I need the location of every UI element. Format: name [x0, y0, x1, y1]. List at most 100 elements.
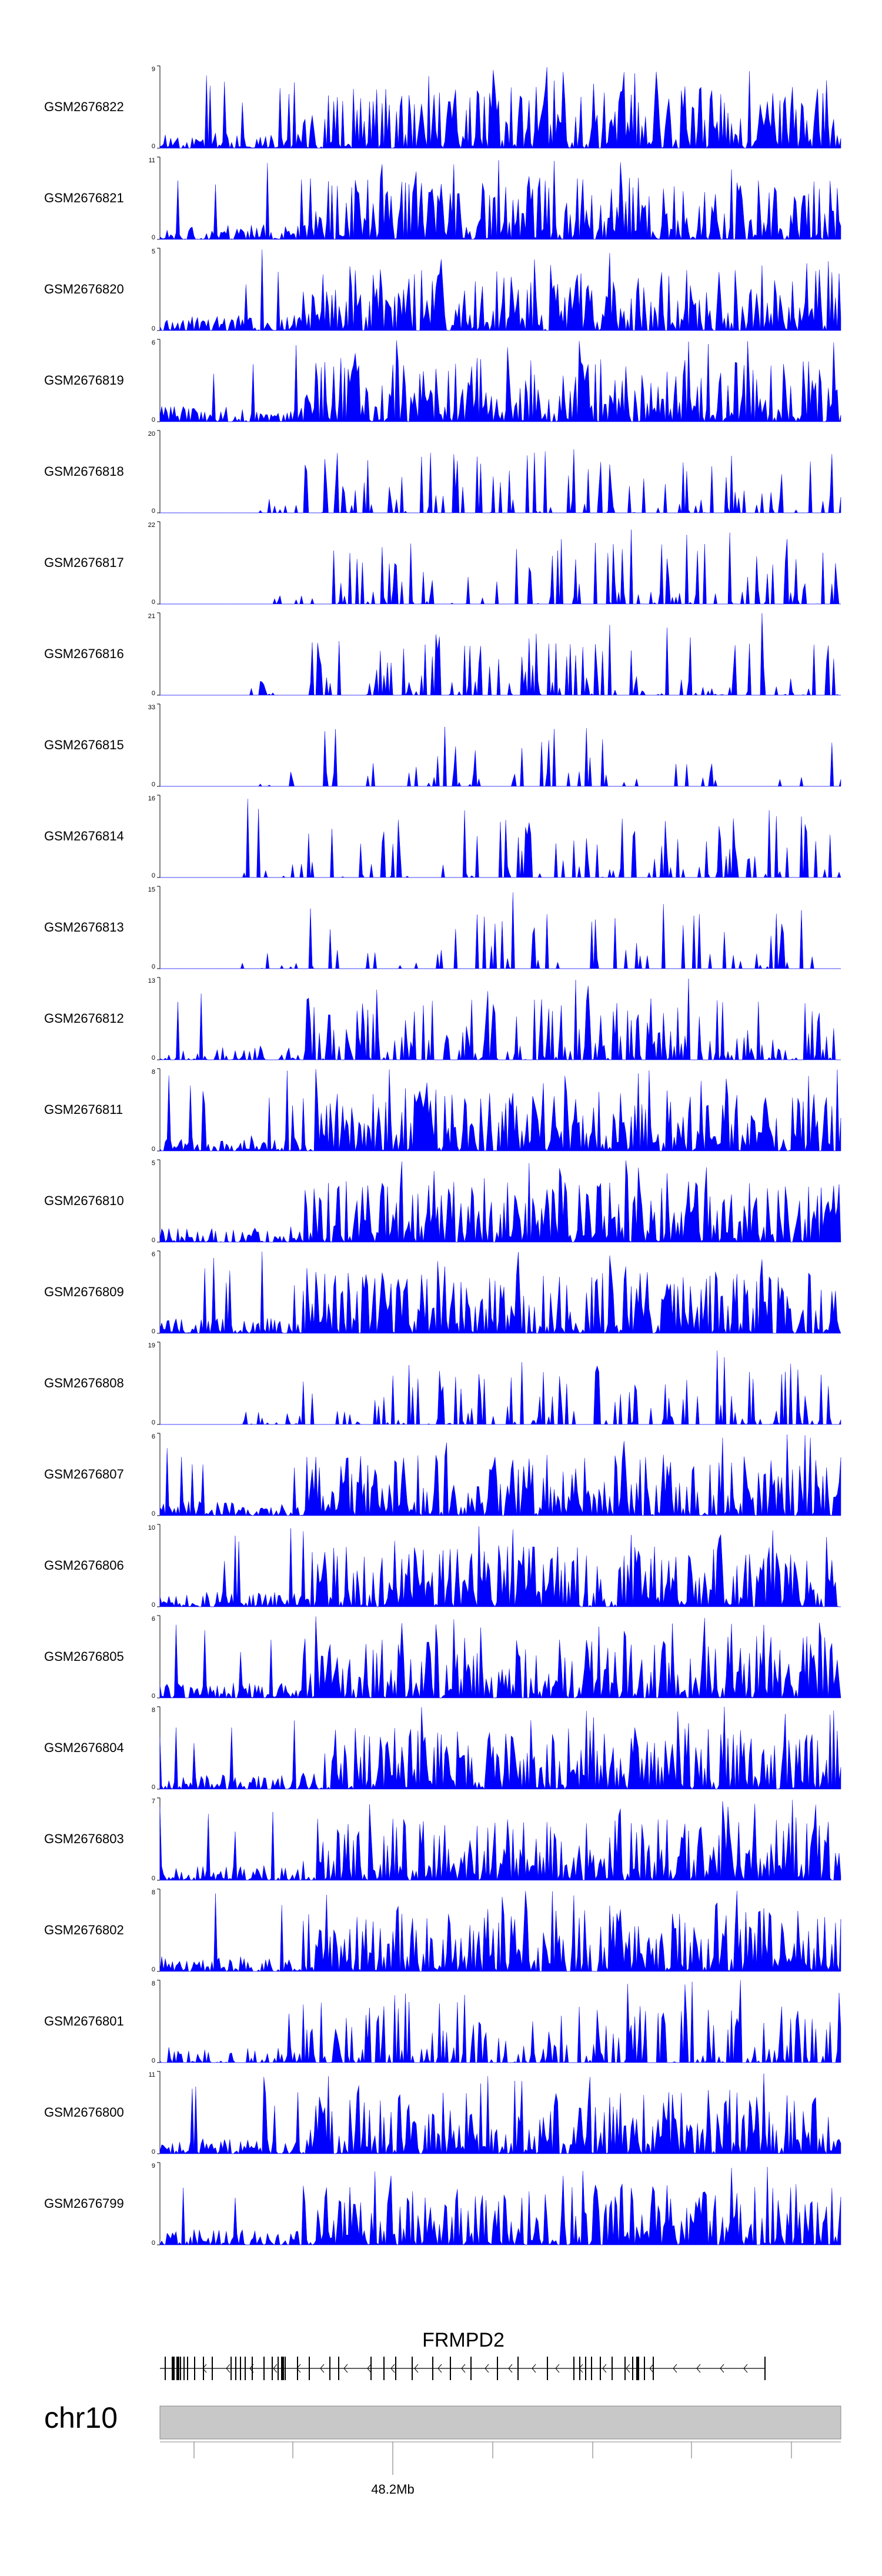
y-min-label: 0 [152, 1601, 155, 1609]
y-min-label: 0 [152, 963, 155, 970]
y-min-label: 0 [152, 1146, 155, 1153]
track-label: GSM2676820 [44, 282, 124, 296]
y-max-label: 8 [152, 1980, 155, 1987]
track-label: GSM2676814 [44, 829, 124, 843]
track-label: GSM2676819 [44, 373, 124, 388]
track-label: GSM2676817 [44, 555, 124, 570]
y-max-label: 19 [148, 1342, 155, 1349]
strand-arrow-icon [320, 2364, 325, 2373]
strand-arrow-icon [343, 2364, 348, 2373]
exon [203, 2357, 204, 2380]
y-max-label: 5 [152, 248, 155, 255]
track-GSM2676806: GSM2676806 10 0 [44, 1524, 841, 1609]
y-max-label: 33 [148, 704, 155, 711]
exon [240, 2357, 241, 2380]
track-label: GSM2676809 [44, 1284, 124, 1299]
track-GSM2676820: GSM2676820 5 0 [44, 248, 841, 332]
y-max-label: 13 [148, 977, 155, 985]
exon [245, 2357, 246, 2380]
gene-track: FRMPD2 [160, 2329, 766, 2380]
exon [383, 2357, 385, 2380]
y-max-label: 6 [152, 1433, 155, 1440]
strand-arrow-icon [743, 2364, 748, 2373]
y-min-label: 0 [152, 1510, 155, 1517]
coverage-area [160, 799, 841, 878]
track-GSM2676814: GSM2676814 16 0 [44, 795, 841, 879]
coverage-area [159, 66, 841, 149]
exon [194, 2357, 195, 2380]
exon [497, 2357, 498, 2380]
exon [600, 2357, 601, 2380]
y-min-label: 0 [152, 416, 155, 423]
y-min-label: 0 [152, 2148, 155, 2155]
y-max-label: 16 [148, 795, 155, 802]
y-min-label: 0 [152, 508, 155, 515]
exon [432, 2357, 433, 2380]
strand-arrow-icon [579, 2364, 583, 2373]
exon [165, 2357, 166, 2380]
chromosome-label: chr10 [44, 2401, 118, 2434]
y-max-label: 8 [152, 1889, 155, 1896]
exon [624, 2357, 626, 2380]
gene-model [160, 2357, 766, 2380]
track-GSM2676815: GSM2676815 33 0 [44, 703, 841, 788]
track-label: GSM2676807 [44, 1467, 124, 1481]
exon [329, 2357, 330, 2380]
strand-arrow-icon [555, 2364, 560, 2373]
track-label: GSM2676818 [44, 464, 124, 479]
track-GSM2676816: GSM2676816 21 0 [44, 612, 841, 697]
strand-arrow-icon [602, 2364, 607, 2373]
coverage-area [160, 1350, 841, 1425]
exon [187, 2357, 188, 2380]
exon [183, 2357, 185, 2380]
coverage-area [159, 1707, 841, 1790]
y-min-label: 0 [152, 1419, 155, 1426]
y-max-label: 8 [152, 1707, 155, 1714]
y-min-label: 0 [152, 1966, 155, 1973]
y-min-label: 0 [152, 872, 155, 879]
strand-arrow-icon [673, 2364, 677, 2373]
y-min-label: 0 [152, 1693, 155, 1700]
chromosome-band [159, 2405, 841, 2440]
track-GSM2676818: GSM2676818 20 0 [44, 430, 841, 515]
y-min-label: 0 [152, 2057, 155, 2064]
y-min-label: 0 [152, 2240, 155, 2247]
coverage-area [160, 449, 841, 513]
exon [412, 2357, 413, 2380]
exon [517, 2357, 519, 2380]
exon [573, 2357, 574, 2380]
exon [636, 2357, 639, 2380]
track-GSM2676802: GSM2676802 8 0 [44, 1888, 841, 1973]
exon [309, 2357, 310, 2380]
track-GSM2676819: GSM2676819 6 0 [44, 339, 841, 423]
exon [612, 2357, 613, 2380]
y-max-label: 9 [152, 2163, 155, 2170]
exon [172, 2357, 175, 2380]
exon [263, 2357, 265, 2380]
track-GSM2676810: GSM2676810 5 0 [44, 1159, 841, 1244]
track-GSM2676801: GSM2676801 8 0 [44, 1980, 841, 2064]
coverage-area [159, 160, 841, 240]
strand-arrow-icon [249, 2364, 254, 2373]
strand-arrow-icon [532, 2364, 536, 2373]
y-min-label: 0 [152, 599, 155, 606]
exon [180, 2357, 181, 2380]
track-GSM2676811: GSM2676811 8 0 [44, 1068, 841, 1153]
exon [653, 2357, 654, 2380]
y-min-label: 0 [152, 143, 155, 150]
y-min-label: 0 [152, 690, 155, 697]
coverage-area [159, 2073, 841, 2154]
exon [230, 2357, 232, 2380]
strand-arrow-icon [626, 2364, 630, 2373]
coverage-area [159, 979, 841, 1060]
exon [644, 2357, 645, 2380]
strand-arrow-icon [273, 2364, 278, 2373]
coordinate-label: 48.2Mb [371, 2482, 414, 2497]
exon [632, 2357, 633, 2380]
exon [297, 2357, 298, 2380]
coverage-area [159, 1980, 841, 2063]
exon [370, 2357, 372, 2380]
y-min-label: 0 [152, 325, 155, 332]
coverage-area [160, 529, 841, 605]
